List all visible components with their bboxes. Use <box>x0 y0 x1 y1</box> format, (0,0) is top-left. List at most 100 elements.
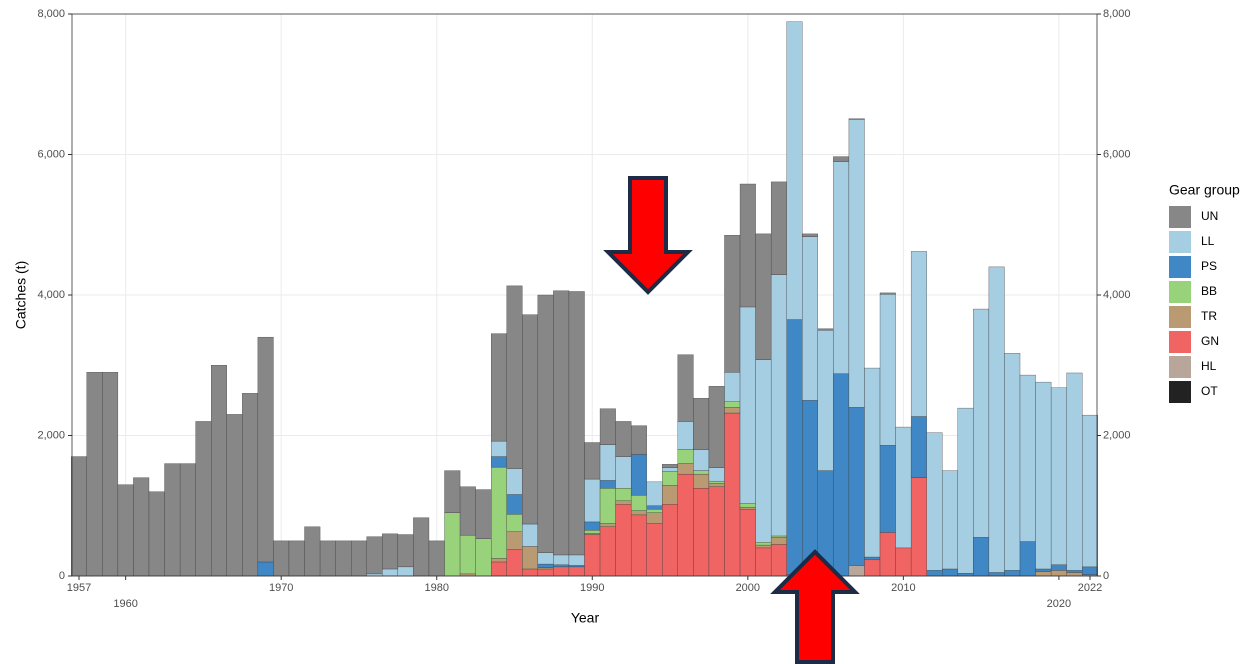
bar-segment <box>1019 374 1036 542</box>
bar-segment <box>1082 414 1098 568</box>
bar-segment <box>491 333 507 442</box>
bar-segment <box>102 372 119 577</box>
bar-segment <box>739 183 756 308</box>
bar-segment <box>630 425 647 455</box>
bar-segment <box>926 570 943 577</box>
bar-segment <box>506 514 523 532</box>
bar-segment <box>1050 570 1067 577</box>
y2-tick-label: 0 <box>1103 570 1109 582</box>
bar-segment <box>973 308 990 538</box>
bar-segment <box>133 477 150 577</box>
bar-segment <box>1035 571 1052 577</box>
bar-segment <box>1019 541 1036 577</box>
bar-segment <box>817 328 834 331</box>
bar-segment <box>382 568 399 577</box>
y2-tick-label: 8,000 <box>1103 8 1131 20</box>
bar-segment <box>739 503 756 508</box>
bar-segment <box>475 538 492 577</box>
bar-segment <box>288 540 305 577</box>
bar-segment <box>584 478 601 523</box>
bar-segment <box>397 566 414 577</box>
bar-segment <box>879 294 896 446</box>
x-tick-label: 2022 <box>1078 582 1102 594</box>
bar-segment <box>630 514 647 577</box>
bars <box>71 21 1098 577</box>
y-tick-label: 2,000 <box>37 429 65 441</box>
bar-segment <box>724 235 741 373</box>
bar-segment <box>802 233 818 237</box>
bar-segment <box>708 483 725 487</box>
bar-segment <box>973 537 990 577</box>
bar-segment <box>739 306 756 504</box>
bar-segment <box>662 471 678 486</box>
bar-segment <box>693 473 710 489</box>
bar-segment <box>491 561 507 577</box>
bar-segment <box>537 567 554 570</box>
bar-segment <box>242 393 259 577</box>
bar-segment <box>491 456 507 468</box>
bar-segment <box>755 359 772 543</box>
bar-segment <box>864 367 881 558</box>
bar-segment <box>522 523 539 547</box>
bar-segment <box>584 530 601 534</box>
bar-segment <box>1050 564 1067 571</box>
bar-segment <box>615 500 632 505</box>
bar-segment <box>817 329 834 471</box>
legend-swatch <box>1169 256 1191 278</box>
bar-segment <box>662 485 678 505</box>
bar-segment <box>428 540 445 577</box>
bar-segment <box>910 477 927 577</box>
legend-label: LL <box>1201 234 1215 248</box>
bar-segment <box>755 542 772 546</box>
bar-segment <box>833 373 850 577</box>
legend-label: GN <box>1201 334 1219 348</box>
x-tick-label: 1957 <box>67 582 91 594</box>
bar-segment <box>677 354 694 422</box>
bar-segment <box>1066 372 1083 571</box>
bar-segment <box>755 544 772 549</box>
bar-segment <box>646 523 663 577</box>
bar-segment <box>724 412 741 577</box>
bar-segment <box>117 484 134 577</box>
bar-segment <box>926 432 943 571</box>
x-tick-label: 2010 <box>891 582 915 594</box>
bar-segment <box>1082 566 1098 575</box>
bar-segment <box>957 573 974 577</box>
bar-segment <box>755 547 772 577</box>
bar-segment <box>879 292 896 295</box>
bar-segment <box>506 549 523 577</box>
bar-segment <box>164 463 181 577</box>
bar-segment <box>553 554 570 565</box>
bar-segment <box>444 512 461 577</box>
bar-segment <box>599 526 616 577</box>
bar-segment <box>739 506 756 510</box>
bar-segment <box>491 440 507 457</box>
bar-segment <box>1035 568 1052 572</box>
bar-segment <box>522 314 539 525</box>
bar-segment <box>708 386 725 468</box>
legend-swatch <box>1169 306 1191 328</box>
bar-segment <box>599 480 616 489</box>
axes: 0 2,000 4,000 6,000 8,000 0 2,000 4,000 6,000 8,0… <box>37 8 1130 610</box>
legend-swatch <box>1169 381 1191 403</box>
x-tick-label: 2000 <box>736 582 760 594</box>
bar-segment <box>708 486 725 577</box>
bar-segment <box>195 421 212 577</box>
bar-segment <box>615 488 632 502</box>
bar-segment <box>584 442 601 480</box>
bar-segment <box>599 488 616 524</box>
legend-swatch <box>1169 331 1191 353</box>
bar-segment <box>459 486 476 536</box>
bar-segment <box>273 540 290 577</box>
bar-segment <box>506 531 523 550</box>
bar-segment <box>522 568 539 577</box>
bar-segment <box>148 491 165 577</box>
bar-segment <box>211 365 227 577</box>
y2-tick-label: 4,000 <box>1103 289 1131 301</box>
bar-segment <box>646 509 663 513</box>
y2-tick-label: 2,000 <box>1103 429 1131 441</box>
bar-segment <box>864 559 881 577</box>
bar-segment <box>568 565 585 568</box>
bar-segment <box>568 554 585 566</box>
